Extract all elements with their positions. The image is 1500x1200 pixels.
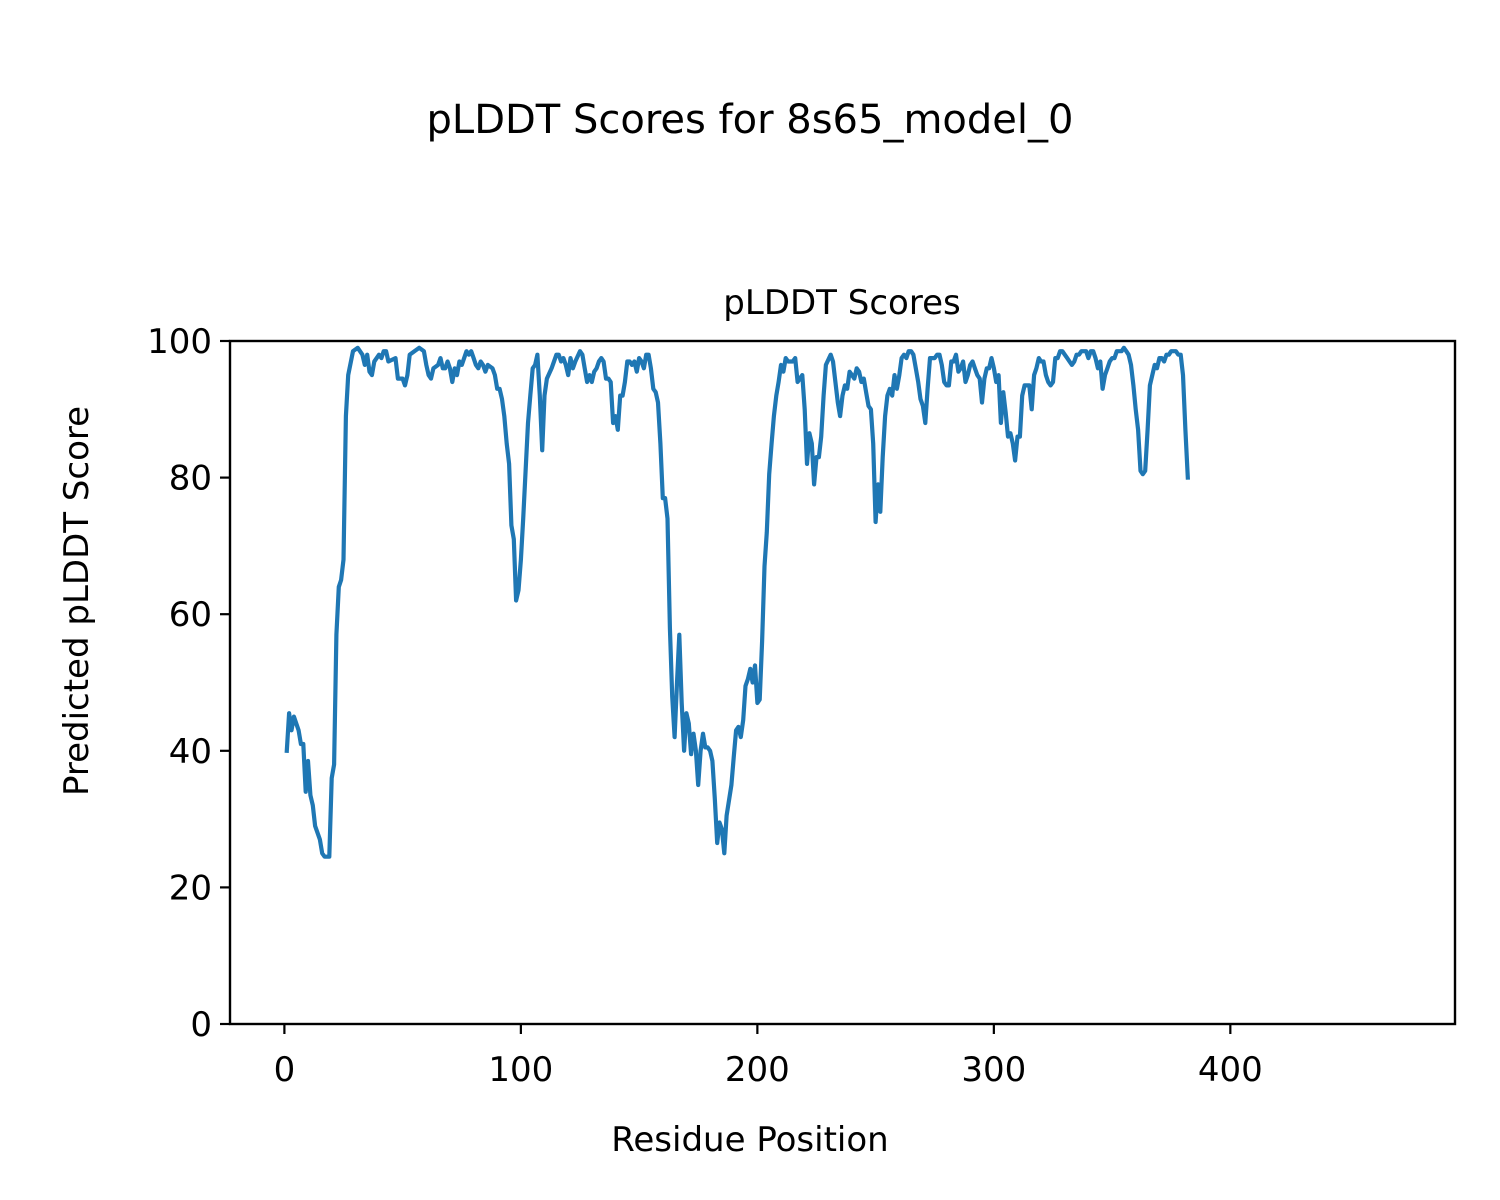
plot-frame: [228, 339, 1457, 1026]
x-axis-label: Residue Position: [611, 1120, 888, 1160]
series-layer: [284, 345, 1191, 859]
series-line-0: [284, 345, 1191, 859]
x-tick-label: 200: [725, 1050, 790, 1090]
y-tick-label: 40: [169, 732, 212, 772]
y-tick-label: 100: [147, 322, 212, 362]
axes-title: pLDDT Scores: [723, 283, 960, 323]
x-tick-label: 300: [961, 1050, 1026, 1090]
axis-ticks: 0 100 200 300 400 0 20 40 60 80 100: [147, 322, 1263, 1090]
x-tick-label: 400: [1198, 1050, 1263, 1090]
y-axis-label: Predicted pLDDT Score: [57, 406, 97, 796]
x-tick-label: 100: [488, 1050, 553, 1090]
y-tick-label: 20: [169, 868, 212, 908]
figure-title: pLDDT Scores for 8s65_model_0: [427, 97, 1074, 143]
y-tick-label: 80: [169, 459, 212, 499]
x-tick-label: 0: [274, 1050, 296, 1090]
y-tick-label: 60: [169, 595, 212, 635]
y-tick-label: 0: [190, 1005, 212, 1045]
